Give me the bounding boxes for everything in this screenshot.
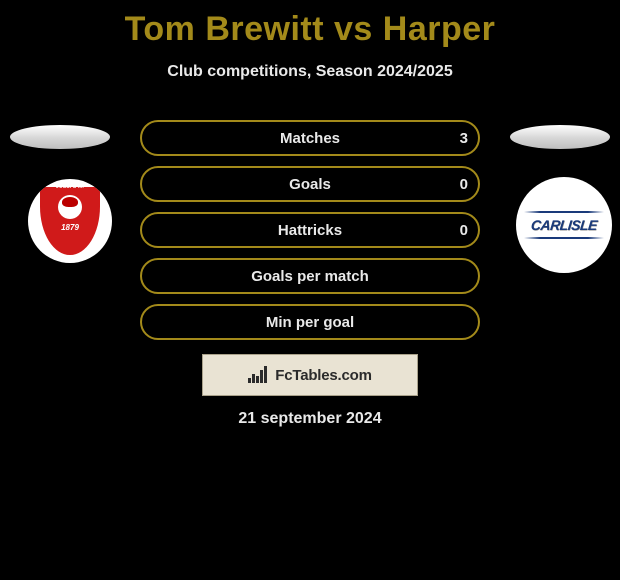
stat-label: Goals xyxy=(289,176,331,193)
brand-box: FcTables.com xyxy=(202,354,418,396)
player-photo-left xyxy=(10,125,110,149)
swindon-top-text: JUSSI'S MI xyxy=(38,184,102,190)
swindon-crest: JUSSI'S MI 1879 xyxy=(38,185,102,257)
brand-text: FcTables.com xyxy=(275,367,372,384)
snapshot-date: 21 september 2024 xyxy=(0,410,620,428)
stats-list: Matches 3 Goals 0 Hattricks 0 Goals per … xyxy=(140,120,480,350)
swindon-year: 1879 xyxy=(38,223,102,232)
stat-right-value: 0 xyxy=(460,176,468,193)
player-photo-right xyxy=(510,125,610,149)
stat-label: Goals per match xyxy=(251,268,369,285)
bar-chart-icon xyxy=(248,366,270,384)
stat-row-goals: Goals 0 xyxy=(140,166,480,202)
stat-label: Hattricks xyxy=(278,222,342,239)
club-badge-right: CARLISLE xyxy=(516,177,612,273)
stat-label: Min per goal xyxy=(266,314,354,331)
stat-row-matches: Matches 3 xyxy=(140,120,480,156)
carlisle-wordmark: CARLISLE xyxy=(516,217,612,233)
stat-label: Matches xyxy=(280,130,340,147)
page-title: Tom Brewitt vs Harper xyxy=(0,0,620,49)
club-badge-left: JUSSI'S MI 1879 xyxy=(28,179,112,263)
stat-row-min-per-goal: Min per goal xyxy=(140,304,480,340)
stat-right-value: 0 xyxy=(460,222,468,239)
season-subtitle: Club competitions, Season 2024/2025 xyxy=(0,63,620,81)
stat-row-goals-per-match: Goals per match xyxy=(140,258,480,294)
stat-right-value: 3 xyxy=(460,130,468,147)
stat-row-hattricks: Hattricks 0 xyxy=(140,212,480,248)
